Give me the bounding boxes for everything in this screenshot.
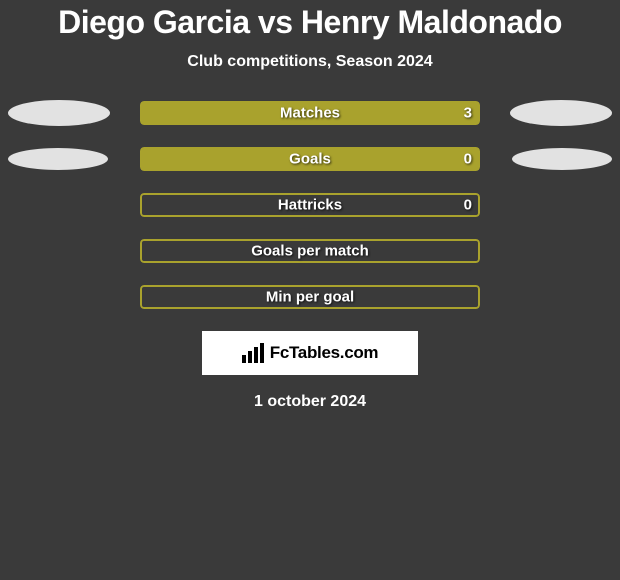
stat-label: Goals [289, 151, 331, 168]
ellipse-left [8, 100, 110, 126]
stat-label: Goals per match [251, 243, 369, 260]
stat-value-right: 0 [464, 151, 472, 168]
stat-row: Goals per match [0, 239, 620, 263]
ellipse-left [8, 148, 108, 170]
ellipse-right [510, 100, 612, 126]
comparison-card: Diego Garcia vs Henry Maldonado Club com… [0, 0, 620, 580]
bars-icon [242, 343, 264, 363]
stat-rows: Matches 3 Goals 0 Hattricks 0 Goals per match M… [0, 101, 620, 309]
stat-row: Goals 0 [0, 147, 620, 171]
stat-label: Matches [280, 105, 340, 122]
stat-value-right: 3 [464, 105, 472, 122]
stat-label: Min per goal [266, 289, 354, 306]
logo-box[interactable]: FcTables.com [202, 331, 418, 375]
ellipse-right [512, 148, 612, 170]
stat-label: Hattricks [278, 197, 342, 214]
stat-row: Min per goal [0, 285, 620, 309]
page-title: Diego Garcia vs Henry Maldonado [0, 4, 620, 41]
stat-value-right: 0 [464, 197, 472, 214]
stat-row: Matches 3 [0, 101, 620, 125]
date-text: 1 october 2024 [0, 393, 620, 411]
subtitle: Club competitions, Season 2024 [0, 53, 620, 71]
logo-text: FcTables.com [270, 343, 379, 363]
stat-row: Hattricks 0 [0, 193, 620, 217]
